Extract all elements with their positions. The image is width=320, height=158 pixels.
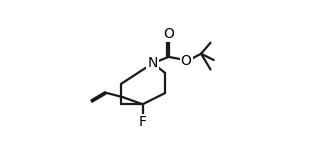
Text: O: O: [163, 27, 174, 41]
Text: F: F: [139, 115, 147, 129]
Text: N: N: [148, 56, 158, 70]
Text: O: O: [180, 54, 191, 68]
